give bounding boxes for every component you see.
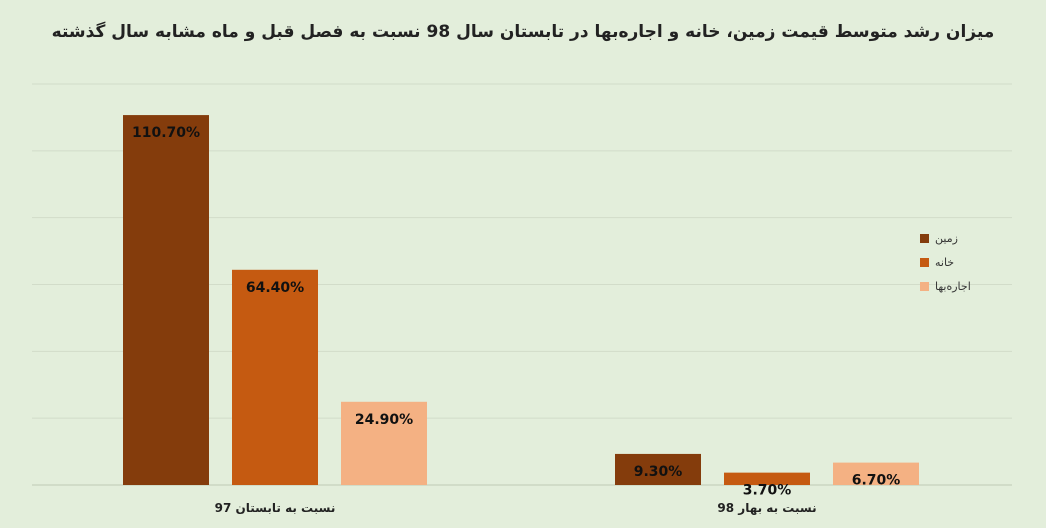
data-label: 110.70% [132,125,200,141]
chart-title: میزان رشد متوسط قیمت زمین، خانه و اجاره‌… [51,22,995,42]
chart-legend: زمین خانه اجاره‌بها [920,226,971,298]
data-label: 9.30% [634,464,683,480]
bar-0-1 [232,269,318,485]
data-label: 6.70% [852,473,901,489]
legend-item-land: زمین [920,226,971,250]
legend-item-house: خانه [920,250,971,274]
legend-swatch-house [920,257,929,267]
x-tick-label: نسبت به بهار 98 [717,501,816,515]
bar-0-2 [341,401,427,485]
legend-label-land: زمین [935,231,958,245]
bar-1-2 [833,462,919,485]
x-tick-label: نسبت به تابستان 97 [215,501,336,515]
legend-swatch-land [920,233,929,243]
data-label: 3.70% [743,483,792,499]
legend-swatch-rent [920,281,929,291]
data-label: 24.90% [355,412,413,428]
bar-1-0 [615,453,701,485]
legend-label-rent: اجاره‌بها [935,279,971,293]
legend-item-rent: اجاره‌بها [920,274,971,298]
legend-label-house: خانه [935,255,955,269]
bar-1-1 [724,472,810,485]
data-label: 64.40% [246,280,304,296]
bar-0-0 [123,115,209,485]
